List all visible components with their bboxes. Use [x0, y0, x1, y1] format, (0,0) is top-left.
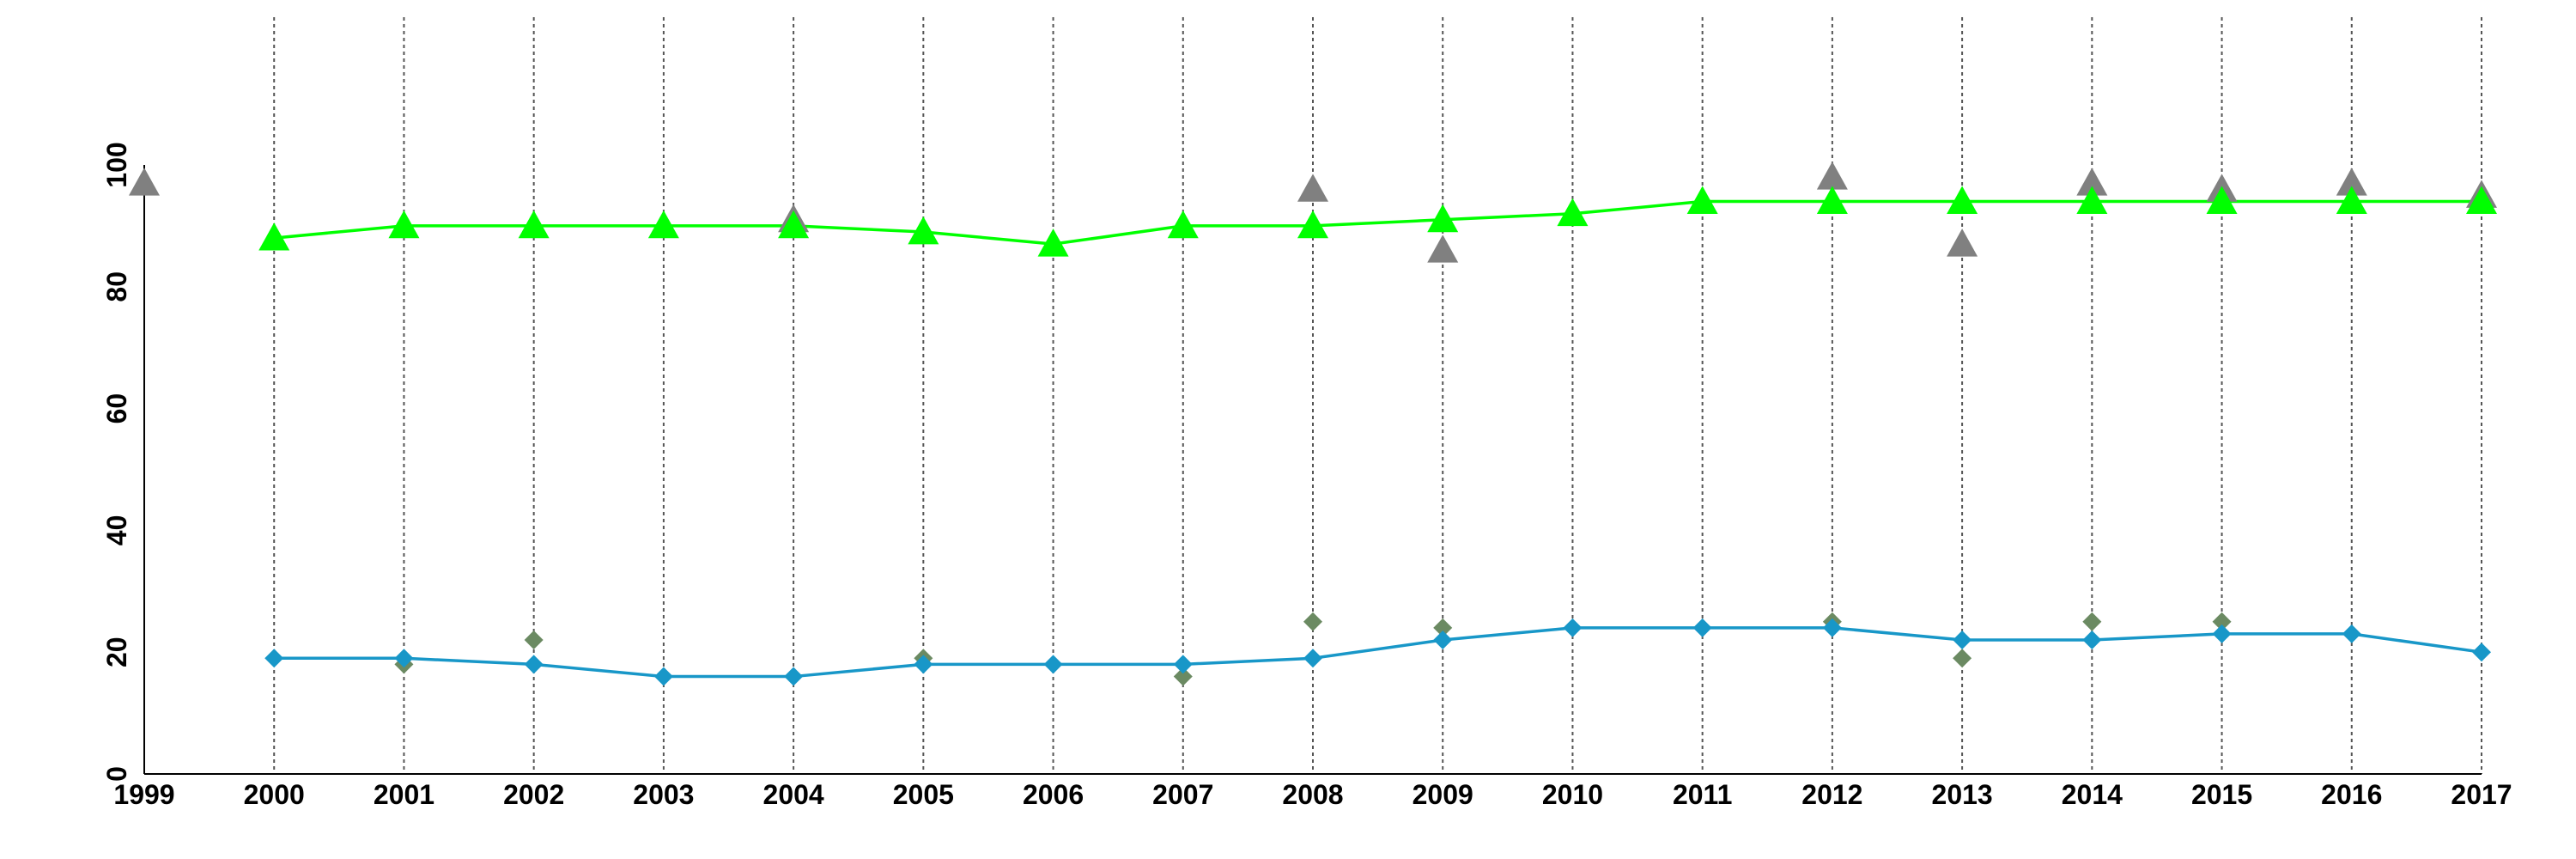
- data-point-blue_line-2013: [1953, 631, 1972, 650]
- data-point-green_line-2006: [1037, 228, 1069, 257]
- x-tick-label: 2011: [1673, 779, 1732, 810]
- y-tick-label: 100: [101, 142, 132, 187]
- data-point-blue_line-2015: [2212, 624, 2232, 643]
- x-tick-label: 2012: [1801, 779, 1862, 810]
- data-point-blue_line-2003: [653, 667, 673, 686]
- x-tick-label: 2014: [2062, 779, 2123, 810]
- data-point-olive_diamonds-2008: [1303, 612, 1322, 631]
- data-point-green_line-2002: [518, 210, 550, 239]
- series-markers: [129, 161, 2497, 686]
- axes: [143, 165, 2482, 775]
- data-point-green_line-2000: [258, 222, 290, 251]
- x-tick-label: 2010: [1542, 779, 1603, 810]
- x-tick-label: 2001: [374, 779, 434, 810]
- data-point-olive_diamonds-2013: [1953, 649, 1972, 668]
- data-point-green_line-2012: [1816, 186, 1848, 214]
- data-point-blue_line-2001: [394, 649, 414, 668]
- data-point-green_line-2017: [2466, 186, 2497, 214]
- grid-lines: [273, 17, 2482, 774]
- x-tick-label: 2009: [1413, 779, 1473, 810]
- data-point-green_line-2007: [1167, 210, 1199, 239]
- data-point-green_line-2011: [1686, 186, 1718, 214]
- x-tick-label: 2002: [503, 779, 564, 810]
- data-point-green_line-2014: [2076, 186, 2108, 214]
- data-point-green_line-2003: [647, 210, 679, 239]
- data-point-olive_diamonds-2002: [524, 631, 544, 650]
- series-line-blue_line: [274, 626, 2482, 679]
- data-point-green_line-2004: [778, 210, 810, 239]
- data-point-blue_line-2014: [2082, 631, 2102, 650]
- x-tick-label: 2017: [2451, 779, 2512, 810]
- x-tick-label: 2004: [763, 779, 824, 810]
- y-tick-label: 40: [101, 515, 132, 546]
- data-point-blue_line-2012: [1822, 618, 1842, 637]
- x-tick-label: 2005: [893, 779, 954, 810]
- x-tick-label: 2008: [1282, 779, 1343, 810]
- data-point-green_line-2010: [1557, 198, 1589, 227]
- series-lines: [274, 199, 2482, 679]
- y-tick-label: 80: [101, 271, 132, 302]
- data-point-green_line-2005: [908, 216, 939, 245]
- data-point-olive_diamonds-2007: [1173, 667, 1193, 686]
- data-point-blue_line-2017: [2472, 643, 2491, 662]
- x-tick-label: 2013: [1932, 779, 1993, 810]
- data-point-olive_diamonds-2014: [2082, 612, 2102, 631]
- data-point-gray_triangles-2012: [1816, 161, 1848, 190]
- data-point-gray_triangles-2014: [2076, 168, 2108, 196]
- y-tick-label: 0: [101, 766, 132, 782]
- data-point-gray_triangles-2016: [2336, 168, 2367, 196]
- x-tick-label: 2000: [244, 779, 305, 810]
- data-point-green_line-2008: [1297, 210, 1328, 239]
- data-point-gray_triangles-2013: [1947, 228, 1978, 257]
- data-point-blue_line-2007: [1173, 655, 1193, 674]
- data-point-blue_line-2005: [914, 655, 933, 674]
- data-point-gray_triangles-1999: [129, 168, 160, 196]
- data-point-green_line-2016: [2336, 186, 2367, 214]
- data-point-green_line-2009: [1427, 204, 1459, 233]
- data-point-blue_line-2011: [1692, 618, 1712, 637]
- y-tick-label: 60: [101, 393, 132, 424]
- x-tick-label: 2006: [1023, 779, 1084, 810]
- x-tick-label: 2015: [2191, 779, 2252, 810]
- data-point-blue_line-2000: [264, 649, 284, 668]
- x-tick-label: 2003: [633, 779, 694, 810]
- data-point-blue_line-2009: [1433, 631, 1453, 650]
- data-point-green_line-2013: [1947, 186, 1978, 214]
- data-point-gray_triangles-2008: [1297, 174, 1328, 202]
- data-point-green_line-2001: [388, 210, 420, 239]
- data-point-blue_line-2010: [1563, 618, 1583, 637]
- data-point-green_line-2015: [2206, 186, 2238, 214]
- data-point-blue_line-2016: [2342, 624, 2361, 643]
- data-point-blue_line-2006: [1043, 655, 1063, 674]
- data-point-olive_diamonds-2015: [2212, 612, 2232, 631]
- data-point-blue_line-2004: [784, 667, 804, 686]
- data-point-blue_line-2008: [1303, 649, 1322, 668]
- data-point-olive_diamonds-2009: [1433, 618, 1453, 637]
- data-point-gray_triangles-2009: [1427, 235, 1459, 263]
- x-tick-label: 1999: [113, 779, 174, 810]
- x-tick-label: 2007: [1152, 779, 1213, 810]
- series-line-green_line: [274, 199, 2482, 246]
- x-tick-label: 2016: [2321, 779, 2382, 810]
- y-tick-label: 20: [101, 637, 132, 667]
- tick-labels: 1999 2000 2001 2002 2003 2004 2005 2006 2007 2008…: [101, 142, 2512, 810]
- data-point-blue_line-2002: [524, 655, 544, 674]
